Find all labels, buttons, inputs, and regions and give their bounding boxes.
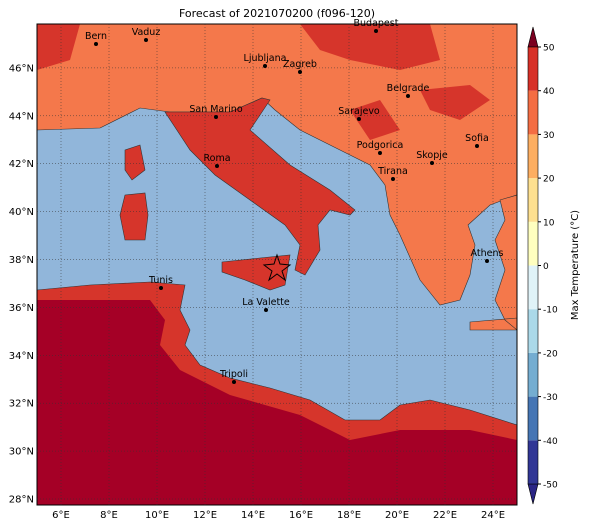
colorbar-under — [527, 483, 539, 505]
city-dot — [232, 380, 236, 384]
colorbar-tick-label: -40 — [543, 437, 558, 447]
colorbar-tick-label: -50 — [543, 481, 558, 491]
lon-tick-label: 10°E — [145, 510, 169, 521]
city-dot — [406, 94, 410, 98]
colorbar-tick-label: 0 — [543, 262, 549, 272]
city-label: Skopje — [416, 150, 448, 161]
title: Forecast of 2021070200 (f096-120) — [179, 7, 375, 20]
city-dot — [430, 161, 434, 165]
lon-tick-label: 22°E — [433, 510, 457, 521]
lat-tick-label: 34°N — [9, 351, 34, 362]
colorbar-bin — [528, 440, 538, 484]
city-dot — [144, 38, 148, 42]
colorbar-bin — [528, 221, 538, 266]
colorbar-bin — [528, 134, 538, 179]
lat-tick-label: 36°N — [9, 303, 34, 314]
colorbar-bin — [528, 178, 538, 222]
city-dot — [298, 70, 302, 74]
colorbar-tick-label: 20 — [543, 175, 555, 185]
turkey-crete — [469, 194, 517, 331]
colorbar-tick-label: -30 — [543, 393, 558, 403]
lon-tick-label: 24°E — [481, 510, 505, 521]
lat-tick-label: 44°N — [9, 111, 34, 122]
lon-tick-label: 8°E — [100, 510, 118, 521]
colorbar-label: Max Temperature (°C) — [570, 210, 581, 320]
lon-tick-label: 6°E — [52, 510, 70, 521]
lat-tick-label: 32°N — [9, 399, 34, 410]
city-dot — [357, 117, 361, 121]
lat-tick-label: 46°N — [9, 63, 34, 74]
colorbar-bin — [528, 90, 538, 135]
colorbar-tick-label: 40 — [543, 87, 555, 97]
city-label: Bern — [85, 31, 107, 42]
city-label: Tripoli — [219, 369, 248, 380]
lon-tick-label: 18°E — [337, 510, 361, 521]
colorbar-bin — [528, 309, 538, 353]
city-label: Zagreb — [283, 59, 317, 70]
city-label: Budapest — [354, 18, 399, 29]
colorbar-over — [527, 26, 539, 48]
city-dot — [475, 144, 479, 148]
city-label: Sofia — [465, 133, 489, 144]
city-label: Podgorica — [357, 140, 404, 151]
lat-tick-label: 42°N — [9, 159, 34, 170]
city-dot — [378, 151, 382, 155]
lat-tick-label: 38°N — [9, 255, 34, 266]
colorbar-bin — [528, 265, 538, 310]
lon-tick-label: 16°E — [289, 510, 313, 521]
city-dot — [159, 286, 163, 290]
lat-tick-label: 28°N — [9, 495, 34, 506]
city-dot — [374, 29, 378, 33]
city-label: Athens — [471, 248, 504, 259]
colorbar-bin — [528, 47, 538, 91]
colorbar-tick-label: 30 — [543, 131, 555, 141]
city-label: Tirana — [377, 166, 408, 177]
city-dot — [214, 115, 218, 119]
colorbar-bin — [528, 396, 538, 441]
lon-tick-label: 20°E — [385, 510, 409, 521]
colorbar-tick-label: 50 — [543, 44, 555, 54]
city-dot — [215, 164, 219, 168]
lon-tick-label: 14°E — [241, 510, 265, 521]
frame — [36, 23, 518, 506]
city-label: San Marino — [189, 104, 242, 115]
city-label: Tunis — [148, 275, 173, 286]
city-dot — [94, 42, 98, 46]
islands — [119, 144, 149, 241]
city-label: La Valette — [242, 297, 290, 308]
city-label: Ljubljana — [244, 53, 287, 64]
lat-tick-label: 30°N — [9, 447, 34, 458]
city-dot — [391, 177, 395, 181]
lon-tick-label: 12°E — [193, 510, 217, 521]
city-dot — [263, 64, 267, 68]
city-label: Belgrade — [387, 83, 430, 94]
colorbar-tick-label: -10 — [543, 306, 558, 316]
hot-land — [37, 24, 490, 140]
city-label: Sarajevo — [338, 106, 380, 117]
star-marker — [262, 253, 292, 282]
colorbar-tick-label: 10 — [543, 218, 555, 228]
lat-tick-label: 40°N — [9, 207, 34, 218]
city-dot — [264, 308, 268, 312]
city-dot — [485, 259, 489, 263]
city-label: Roma — [203, 153, 230, 164]
colorbar-tick-label: -20 — [543, 349, 558, 359]
city-label: Vaduz — [132, 27, 161, 38]
italy — [164, 97, 356, 276]
colorbar-bin — [528, 352, 538, 397]
